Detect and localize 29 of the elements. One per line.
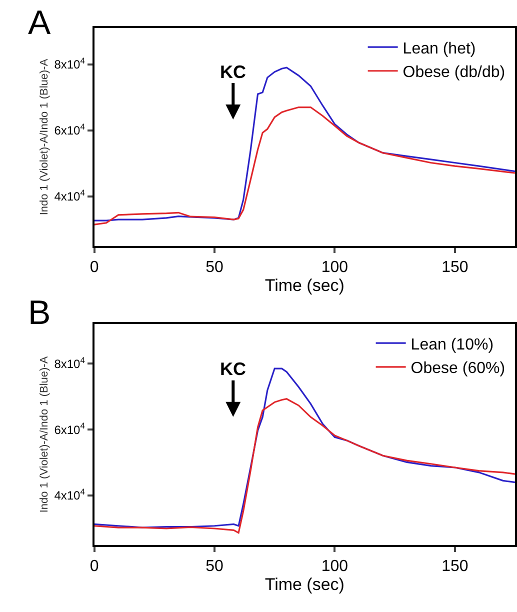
x-axis-title: Time (sec) [264,276,344,296]
x-tick-label: 0 [90,558,99,576]
annotation: KC [220,62,246,82]
legend-label: Lean (10%) [410,336,494,354]
y-tick-label: 8x10$^{4}$ [54,354,86,371]
x-tick-label: 0 [90,259,99,276]
y-tick-label: 4x10$^{4}$ [54,188,86,204]
y-axis-title: Indo 1 (Violet)-A/Indo 1 (Blue)-A [38,58,50,216]
x-tick-label: 100 [321,259,348,276]
x-tick-label: 50 [206,259,224,276]
y-tick-label: 4x10$^{4}$ [54,486,86,503]
x-tick-label: 150 [442,259,468,276]
x-tick-label: 100 [321,558,348,576]
legend-label: Lean (het) [402,40,476,58]
line-series [94,398,516,534]
x-axis-title: Time (sec) [264,575,344,594]
x-tick-label: 150 [442,558,468,576]
chart-title: B [28,294,51,332]
legend-label: Obese (60%) [410,360,506,378]
y-axis-title: Indo 1 (Violet)-A/Indo 1 (Blue)-A [38,356,50,513]
line-series [94,106,516,226]
y-tick-label: 6x10$^{4}$ [54,122,86,138]
line-series [94,66,516,222]
annotation: KC [220,359,246,379]
chart-title: A [28,4,51,42]
y-tick-label: 8x10$^{4}$ [54,55,86,72]
legend-label: Obese (db/db) [402,64,506,82]
y-tick-label: 6x10$^{4}$ [54,420,86,437]
x-tick-label: 50 [206,558,224,576]
